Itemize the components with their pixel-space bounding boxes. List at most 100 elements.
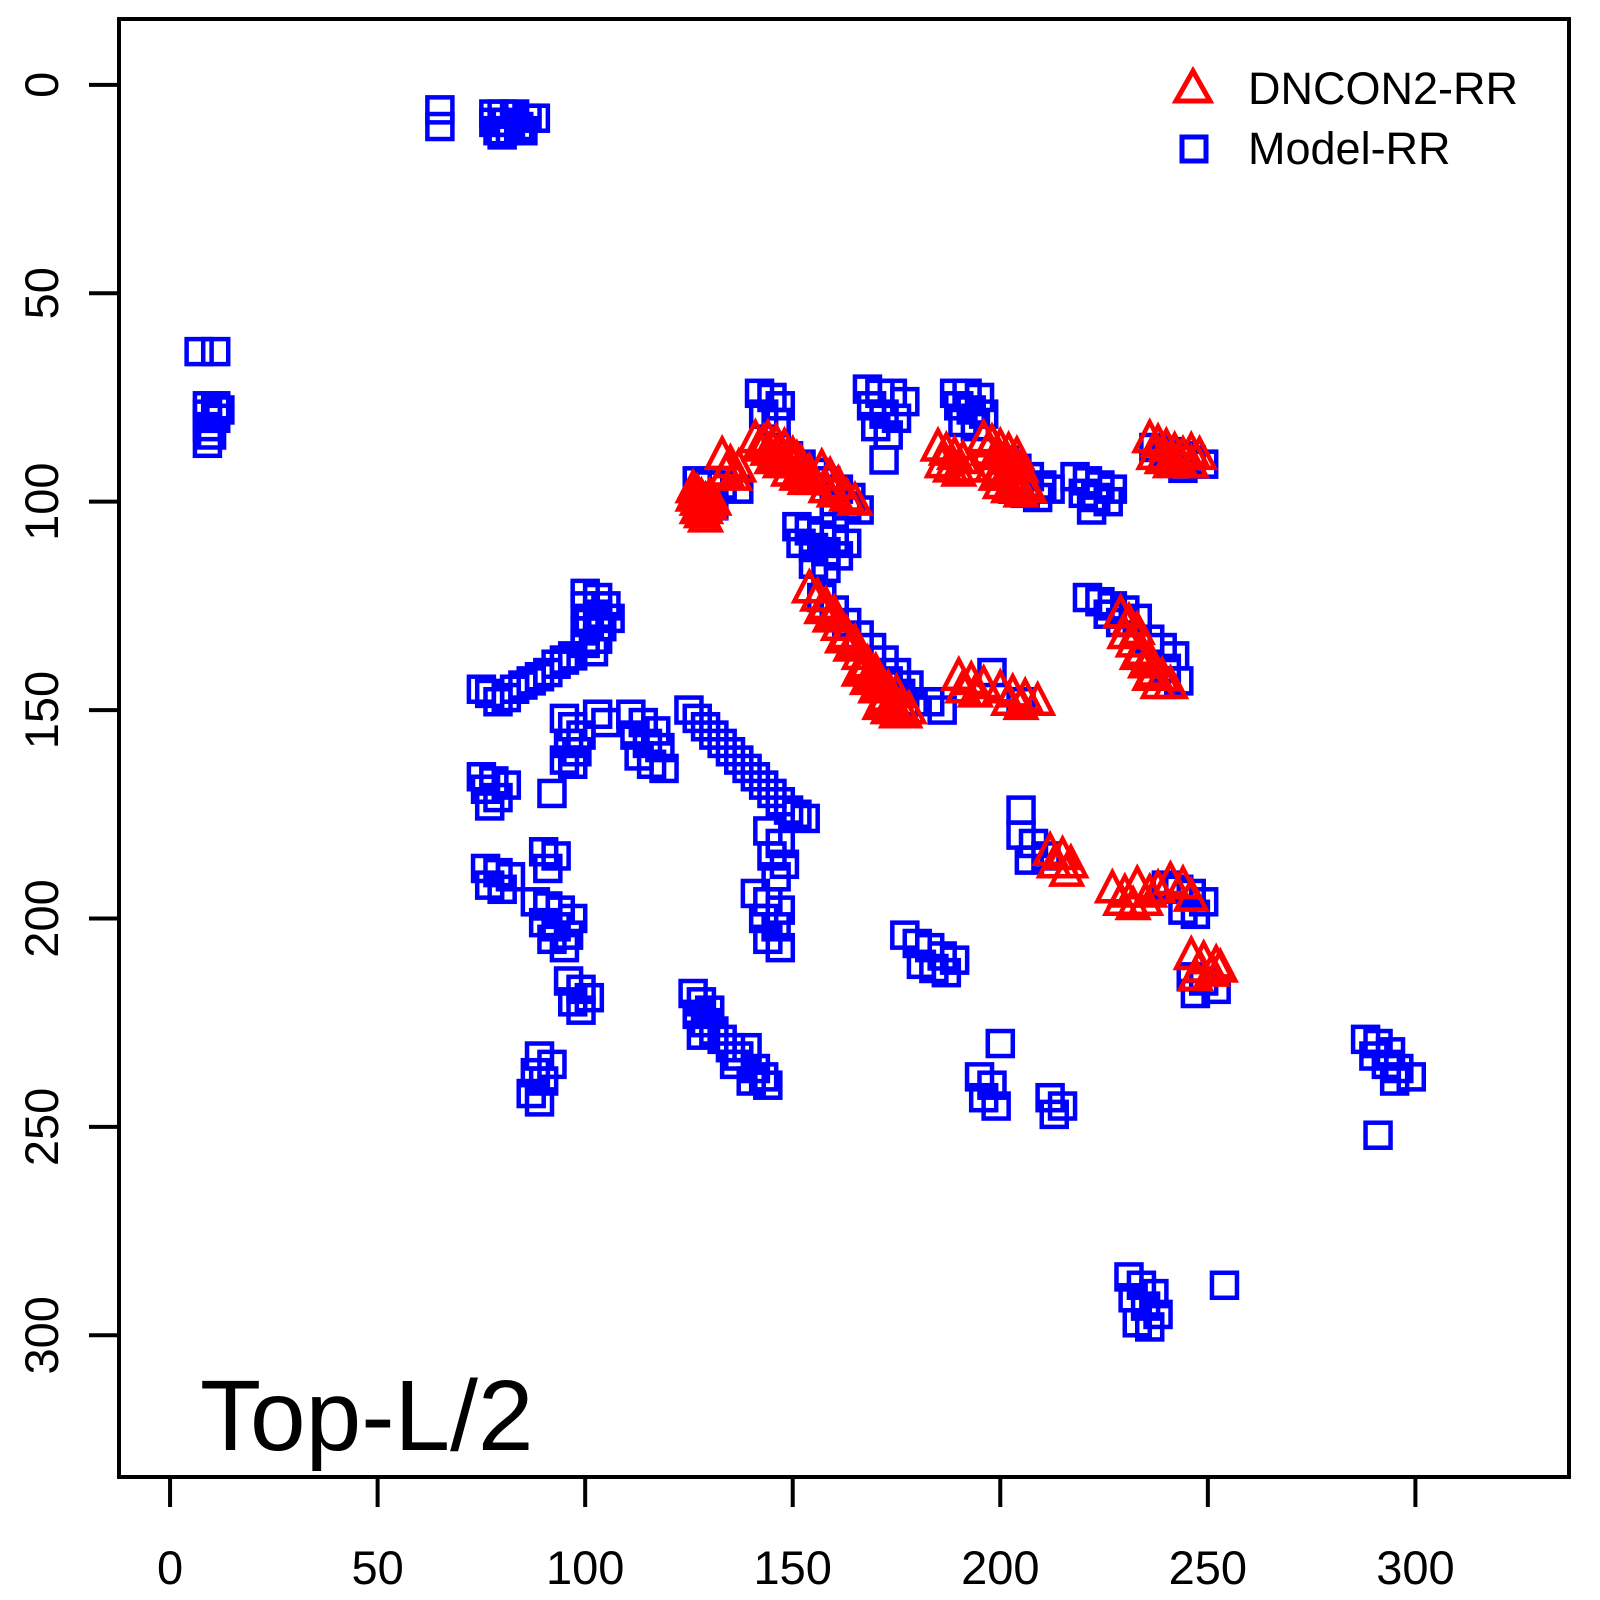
dncon2-rr-point — [869, 688, 907, 725]
y-tick-label: 150 — [15, 671, 68, 749]
model-rr-point — [1363, 1120, 1393, 1150]
model-rr-point — [533, 853, 563, 884]
dncon2-rr-point — [778, 438, 816, 475]
model-rr-point — [200, 336, 231, 367]
dncon2-rr-point — [931, 446, 970, 483]
dncon2-rr-point — [828, 475, 866, 512]
model-rr-point — [184, 336, 214, 367]
model-rr-point — [985, 1028, 1016, 1059]
dncon2-rr-point — [807, 467, 845, 504]
series-model-rr — [184, 95, 1427, 1342]
model-rr-point — [773, 795, 804, 825]
y-tick-label: 250 — [15, 1088, 68, 1166]
model-rr-point — [715, 1032, 746, 1063]
model-rr-point — [790, 803, 820, 834]
dncon2-rr-point — [1172, 442, 1210, 479]
model-rr-point — [537, 778, 567, 809]
model-rr-point — [719, 1049, 750, 1080]
dncon2-rr-point — [707, 450, 746, 487]
model-rr-point — [425, 111, 455, 142]
y-tick-label: 0 — [15, 72, 68, 98]
model-rr-point — [557, 903, 588, 934]
dncon2-rr-point — [1193, 950, 1231, 987]
dncon2-rr-point — [749, 417, 787, 454]
model-rr-point — [649, 753, 679, 784]
model-rr-point — [549, 932, 580, 963]
model-rr-point — [425, 95, 455, 125]
dncon2-rr-point — [1151, 663, 1190, 700]
dncon2-rr-point — [923, 442, 961, 479]
model-rr-point — [931, 957, 962, 988]
dncon2-rr-point — [977, 454, 1015, 491]
dncon2-rr-point — [861, 684, 899, 721]
dncon2-rr-point — [1135, 433, 1173, 471]
model-rr-point — [699, 720, 729, 750]
model-rr-point — [765, 932, 796, 963]
model-rr-point — [881, 403, 912, 434]
model-rr-point — [591, 707, 621, 738]
model-rr-point — [508, 115, 538, 146]
dncon2-rr-point — [1201, 946, 1239, 983]
model-rr-point — [466, 674, 497, 704]
model-rr-point — [981, 1091, 1011, 1121]
model-rr-point — [682, 999, 713, 1030]
dncon2-rr-point — [956, 671, 995, 708]
x-tick-label: 150 — [754, 1541, 832, 1594]
model-rr-point — [757, 778, 787, 809]
model-rr-point — [782, 799, 812, 830]
model-rr-point — [1134, 1312, 1165, 1342]
dncon2-rr-point — [1048, 850, 1086, 887]
model-rr-point — [192, 428, 223, 459]
plot-title: Top-L/2 — [200, 1360, 534, 1472]
model-rr-point — [474, 791, 505, 821]
model-rr-point — [537, 1049, 567, 1080]
legend-triangle-icon — [1171, 65, 1215, 104]
model-rr-point — [1076, 495, 1107, 525]
model-rr-point — [927, 695, 957, 725]
model-rr-point — [553, 728, 584, 759]
model-rr-point — [1006, 795, 1036, 825]
model-rr-point — [686, 1020, 717, 1050]
model-rr-point — [557, 987, 588, 1017]
model-rr-point — [504, 111, 534, 142]
x-tick-label: 250 — [1169, 1541, 1247, 1594]
x-tick-label: 100 — [546, 1541, 624, 1594]
dncon2-rr-point — [757, 421, 795, 458]
model-rr-point — [732, 753, 762, 784]
y-tick-label: 300 — [15, 1296, 68, 1374]
dncon2-rr-point — [695, 479, 733, 516]
model-rr-point — [1093, 486, 1123, 517]
dncon2-rr-point — [840, 650, 878, 687]
dncon2-rr-point — [886, 692, 924, 729]
dncon2-rr-point — [1010, 467, 1049, 504]
series-dncon2-rr — [674, 417, 1239, 992]
model-rr-point — [678, 978, 708, 1009]
model-rr-point — [811, 553, 841, 584]
model-rr-point — [736, 1066, 766, 1096]
y-tick-label: 100 — [15, 462, 68, 540]
x-axis-ticks: 0 50 100 150 200 250 300 — [157, 1477, 1455, 1594]
y-axis-ticks: 0 50 100 150 200 250 300 — [15, 72, 119, 1374]
dncon2-rr-point — [940, 450, 978, 487]
model-rr-point — [645, 732, 675, 763]
x-tick-label: 0 — [157, 1541, 183, 1594]
model-rr-point — [520, 1057, 551, 1088]
model-rr-point — [707, 728, 737, 759]
model-rr-point — [483, 782, 513, 813]
model-rr-point — [549, 703, 580, 734]
model-rr-point — [474, 678, 505, 709]
legend-square-icon — [1179, 134, 1209, 164]
dncon2-rr-point — [848, 658, 887, 696]
dncon2-rr-point — [678, 488, 716, 525]
model-rr-point — [1039, 1099, 1070, 1130]
dncon2-rr-point — [1151, 442, 1190, 479]
dncon2-rr-point — [1002, 684, 1040, 721]
model-rr-point — [578, 636, 609, 667]
model-rr-point — [682, 703, 713, 734]
model-rr-point — [566, 995, 596, 1025]
dncon2-rr-point — [836, 479, 874, 516]
y-tick-label: 200 — [15, 879, 68, 957]
model-rr-point — [549, 745, 580, 775]
model-rr-point — [765, 895, 796, 925]
